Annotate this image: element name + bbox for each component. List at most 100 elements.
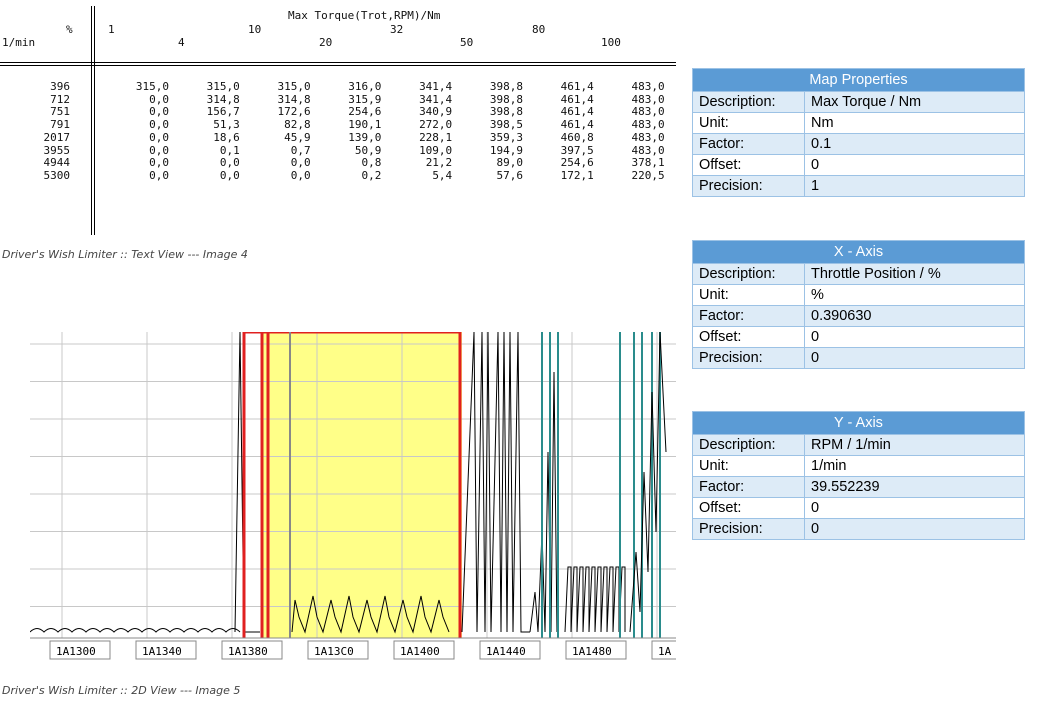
throttle-tick-label: 4 [178, 36, 185, 49]
address-label: 1A1480 [572, 645, 612, 658]
map-cell[interactable]: 359,3 [489, 130, 523, 144]
address-label-box [307, 640, 369, 660]
map-cell[interactable]: 0,0 [149, 143, 169, 157]
row-header-divider [91, 6, 95, 235]
map-cell[interactable]: 398,8 [489, 80, 523, 93]
map-cell[interactable]: 272,0 [419, 118, 453, 132]
data-trace [30, 628, 241, 633]
data-trace [564, 566, 626, 633]
map-cell[interactable]: 0,0 [219, 168, 240, 182]
map-cell[interactable]: 254,6 [560, 156, 594, 170]
map-cell[interactable]: 0,0 [290, 168, 311, 182]
property-row: Factor: 0.390630 [692, 305, 1025, 327]
map-cell[interactable]: 109,0 [419, 143, 453, 157]
map-cell[interactable]: 483,0 [631, 92, 665, 106]
map-cell[interactable]: 0,0 [149, 105, 169, 119]
map-cell[interactable]: 483,0 [631, 130, 665, 144]
rpm-row-header: 791 [50, 118, 70, 132]
map-cell[interactable]: 398,8 [489, 92, 523, 106]
map-cell[interactable]: 483,0 [631, 105, 665, 119]
map-cell[interactable]: 0,0 [149, 130, 169, 144]
address-label: 1A1440 [486, 645, 526, 658]
y-axis-properties-table: Y - Axis Description: RPM / 1/min Unit: 1/m… [692, 411, 1025, 540]
property-key: Precision: [692, 175, 805, 197]
map-cell[interactable]: 314,8 [206, 92, 240, 106]
map-cell[interactable]: 51,3 [213, 118, 240, 132]
map-cell[interactable]: 254,6 [348, 105, 382, 119]
map-cell[interactable]: 172,6 [277, 105, 311, 119]
map-cell[interactable]: 0,0 [290, 156, 311, 170]
map-cell[interactable]: 461,4 [560, 118, 594, 132]
map-cell[interactable]: 483,0 [631, 143, 665, 157]
property-value: Nm [804, 112, 1025, 134]
map-cell[interactable]: 18,6 [213, 130, 240, 144]
map-cell[interactable]: 89,0 [496, 156, 524, 170]
property-key: Precision: [692, 518, 805, 540]
map-cell[interactable]: 315,9 [348, 92, 382, 106]
map-cell[interactable]: 0,8 [361, 156, 382, 170]
property-row: Precision: 1 [692, 175, 1025, 197]
map-cell[interactable]: 315,0 [135, 80, 169, 93]
map-cell[interactable]: 0,7 [290, 143, 311, 157]
map-cell[interactable]: 0,1 [219, 143, 240, 157]
map-cell[interactable]: 461,4 [560, 80, 594, 93]
map-cell[interactable]: 0,0 [149, 118, 169, 132]
map-cell[interactable]: 0,0 [149, 92, 169, 106]
property-key: Unit: [692, 284, 805, 306]
map-cell[interactable]: 50,9 [354, 143, 382, 157]
map-cell[interactable]: 194,9 [489, 143, 523, 157]
map-cell[interactable]: 45,9 [284, 130, 311, 144]
map-cell[interactable]: 398,5 [489, 118, 523, 132]
map-cell[interactable]: 139,0 [348, 130, 382, 144]
map-cell[interactable]: 397,5 [560, 143, 594, 157]
map-cell[interactable]: 378,1 [631, 156, 665, 170]
rpm-row-header: 5300 [43, 168, 71, 182]
map-cell[interactable]: 220,5 [631, 168, 665, 182]
map-cell[interactable]: 82,8 [284, 118, 311, 132]
map-cell[interactable]: 314,8 [277, 92, 311, 106]
map-cell[interactable]: 341,4 [419, 80, 453, 93]
x-axis-header: X - Axis [692, 240, 1025, 264]
map-cell[interactable]: 57,6 [496, 168, 524, 182]
map-cell[interactable]: 315,0 [206, 80, 240, 93]
map-cell[interactable]: 156,7 [206, 105, 240, 119]
map-cell[interactable]: 461,4 [560, 92, 594, 106]
rpm-row-header: 751 [50, 105, 70, 119]
property-key: Offset: [692, 326, 805, 348]
throttle-tick-label: 20 [319, 36, 333, 49]
address-label: 1A1400 [400, 645, 440, 658]
map-cell[interactable]: 228,1 [419, 130, 453, 144]
map-cell[interactable]: 172,1 [560, 168, 594, 182]
map-cell[interactable]: 315,0 [277, 80, 311, 93]
map-cell[interactable]: 0,0 [219, 156, 240, 170]
property-key: Offset: [692, 497, 805, 519]
map-cell[interactable]: 0,0 [149, 168, 169, 182]
map-cell[interactable]: 340,9 [419, 105, 453, 119]
map-properties-header: Map Properties [692, 68, 1025, 92]
map-cell[interactable]: 21,2 [425, 156, 453, 170]
text-view-caption: Driver's Wish Limiter :: Text View --- I… [2, 248, 248, 261]
property-row: Factor: 39.552239 [692, 476, 1025, 498]
map-cell[interactable]: 0,2 [361, 168, 382, 182]
map-cell[interactable]: 483,0 [631, 80, 665, 93]
map-properties-table: Map Properties Description: Max Torque / … [692, 68, 1025, 197]
address-label-box [135, 640, 197, 660]
property-value: % [804, 284, 1025, 306]
data-trace [629, 332, 667, 633]
data-trace [291, 595, 450, 634]
map-cell[interactable]: 398,8 [489, 105, 523, 119]
map-cell[interactable]: 0,0 [149, 156, 169, 170]
property-value: 0 [804, 326, 1025, 348]
map-cell[interactable]: 341,4 [419, 92, 453, 106]
2d-view-plot[interactable]: 1A1300 1A1340 1A1380 1A13C0 1A1400 1A1440 1A14… [30, 332, 676, 664]
map-cell[interactable]: 461,4 [560, 105, 594, 119]
map-cell[interactable]: 5,4 [432, 168, 453, 182]
property-key: Factor: [692, 305, 805, 327]
map-cell[interactable]: 190,1 [348, 118, 382, 132]
address-label-box [565, 640, 627, 660]
property-value: 0 [804, 154, 1025, 176]
map-cell[interactable]: 460,8 [560, 130, 594, 144]
property-value: 0 [804, 347, 1025, 369]
map-cell[interactable]: 483,0 [631, 118, 665, 132]
map-cell[interactable]: 316,0 [348, 80, 382, 93]
